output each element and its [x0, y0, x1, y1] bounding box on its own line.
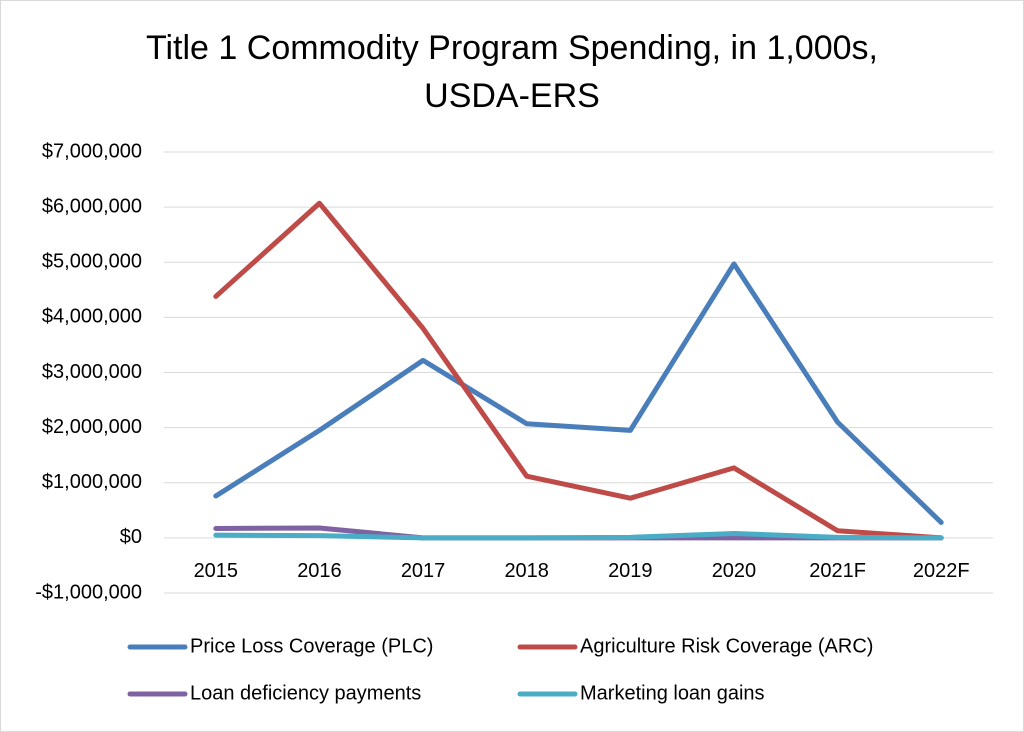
legend-label: Price Loss Coverage (PLC): [190, 635, 433, 657]
y-tick-label: $0: [120, 526, 142, 548]
series-line: [213, 200, 944, 541]
x-tick-label: 2022F: [913, 560, 970, 582]
y-tick-label: $2,000,000: [42, 416, 142, 438]
series-line: [213, 530, 944, 541]
x-tick-label: 2020: [712, 560, 757, 582]
y-tick-label: $4,000,000: [42, 306, 142, 328]
x-tick-label: 2015: [194, 560, 239, 582]
x-tick-label: 2019: [608, 560, 653, 582]
chart-title: Title 1 Commodity Program Spending, in 1…: [146, 29, 878, 67]
y-tick-label: -$1,000,000: [35, 581, 142, 603]
y-tick-label: $3,000,000: [42, 361, 142, 383]
x-tick-label: 2021F: [809, 560, 866, 582]
y-tick-label: $5,000,000: [42, 251, 142, 273]
legend-label: Marketing loan gains: [580, 682, 765, 704]
x-tick-label: 2017: [401, 560, 446, 582]
chart-title: USDA-ERS: [424, 77, 600, 115]
y-tick-label: $7,000,000: [42, 140, 142, 162]
legend-label: Loan deficiency payments: [190, 682, 421, 704]
series-line: [213, 261, 944, 525]
y-tick-label: $6,000,000: [42, 195, 142, 217]
y-tick-label: $1,000,000: [42, 471, 142, 493]
legend-label: Agriculture Risk Coverage (ARC): [580, 635, 873, 657]
x-tick-label: 2016: [297, 560, 342, 582]
x-tick-label: 2018: [504, 560, 549, 582]
